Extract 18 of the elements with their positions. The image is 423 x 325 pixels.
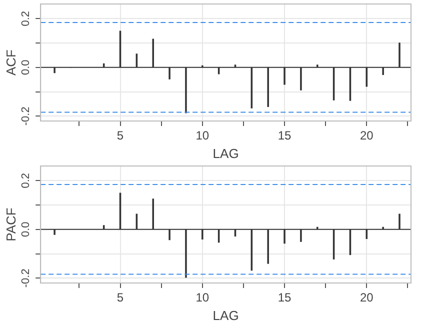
y-axis-title: PACF — [3, 208, 18, 242]
x-tick-label: 10 — [196, 128, 210, 143]
y-axis-title: ACF — [3, 49, 18, 76]
x-tick-label: 10 — [196, 290, 210, 305]
x-axis-title: LAG — [212, 146, 239, 161]
y-tick-label: 0.2 — [20, 10, 32, 26]
x-tick-label: 15 — [278, 290, 292, 305]
x-tick-label: 20 — [360, 290, 374, 305]
y-tick-label: -0.2 — [20, 106, 32, 126]
x-tick-label: 20 — [360, 128, 374, 143]
x-axis-title: LAG — [212, 308, 239, 323]
y-tick-label: 0.0 — [20, 222, 32, 238]
y-tick-label: -0.2 — [20, 268, 32, 288]
y-tick-label: 0.0 — [20, 60, 32, 76]
y-tick-label: 0.2 — [20, 172, 32, 188]
x-tick-label: 5 — [116, 290, 124, 305]
x-tick-label: 15 — [278, 128, 292, 143]
x-tick-label: 5 — [116, 128, 124, 143]
